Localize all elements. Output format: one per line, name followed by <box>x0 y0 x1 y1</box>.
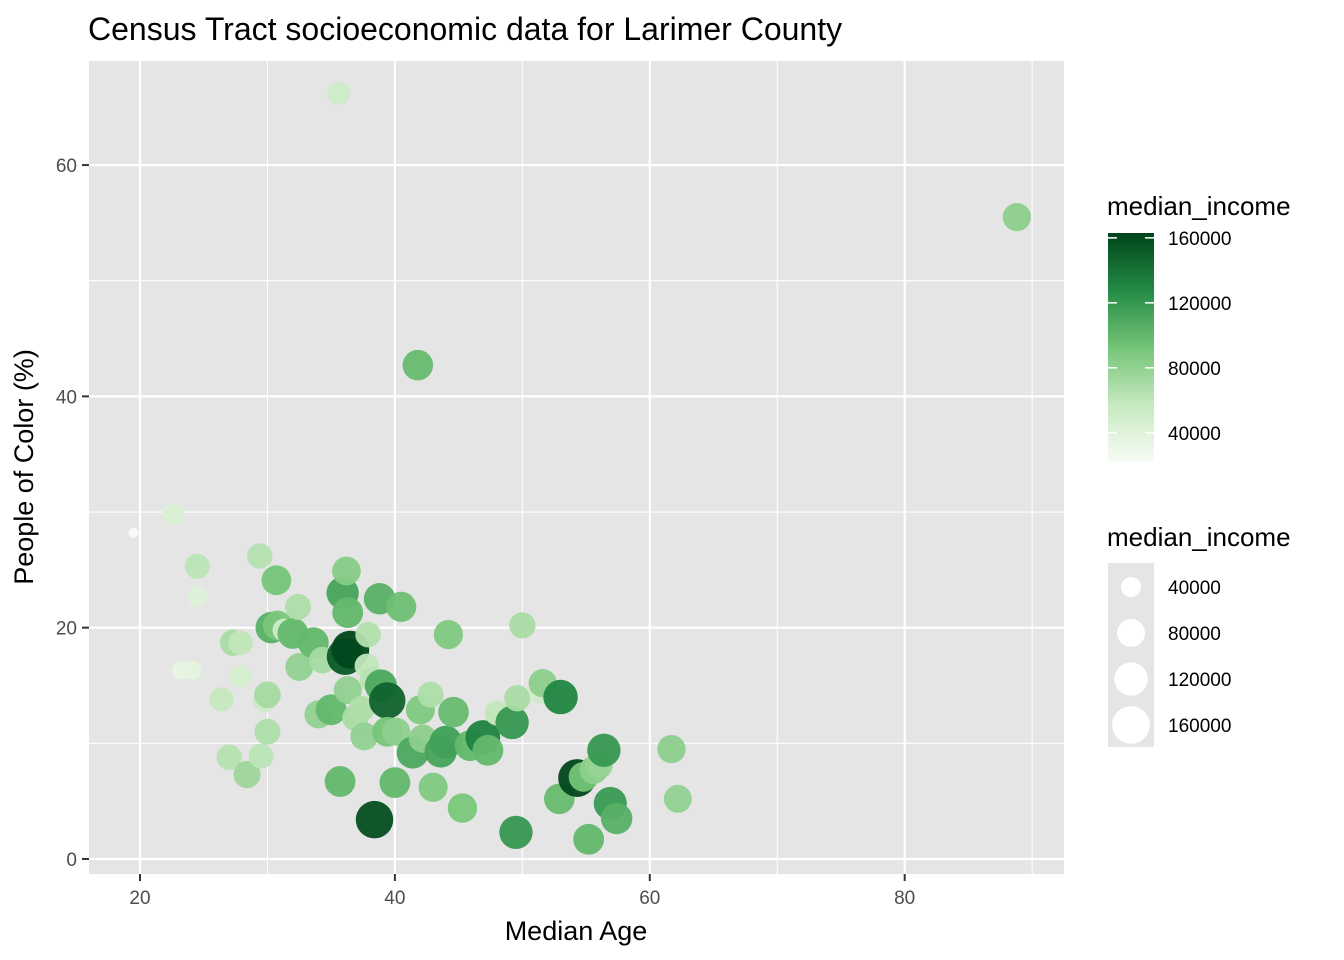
y-axis-title: People of Color (%) <box>9 349 39 585</box>
y-tick-label: 40 <box>56 387 77 408</box>
data-point <box>128 527 139 538</box>
x-axis-ticks: 20 40 60 80 <box>129 874 915 909</box>
color-legend: median_income 40000 80000 120000 160000 <box>1107 191 1291 462</box>
data-point <box>247 543 273 569</box>
data-point <box>162 503 184 525</box>
data-point <box>248 743 274 769</box>
minor-gridlines <box>89 61 1064 874</box>
data-point <box>657 734 686 764</box>
data-point <box>543 679 578 715</box>
data-point <box>418 772 448 802</box>
data-point <box>382 717 411 746</box>
y-tick-label: 20 <box>56 619 77 640</box>
data-point <box>509 612 536 639</box>
y-axis-ticks: 0 20 40 60 <box>56 156 89 871</box>
data-point <box>386 591 417 622</box>
data-point <box>332 556 361 586</box>
data-point <box>663 784 692 813</box>
x-axis-title: Median Age <box>505 916 648 946</box>
data-point <box>433 620 463 650</box>
y-tick-label: 60 <box>56 156 77 177</box>
data-point <box>438 696 469 728</box>
data-point <box>447 793 478 823</box>
color-legend-label: 80000 <box>1168 359 1221 380</box>
color-legend-title: median_income <box>1107 191 1291 221</box>
data-point <box>573 823 605 855</box>
data-point <box>261 565 292 596</box>
data-point <box>600 802 633 835</box>
data-point <box>332 597 364 629</box>
data-point <box>233 760 261 789</box>
major-gridlines <box>89 61 1064 874</box>
color-legend-label: 120000 <box>1168 294 1231 315</box>
size-legend-label: 80000 <box>1168 624 1221 645</box>
data-point <box>429 725 463 759</box>
data-point <box>182 660 202 681</box>
data-point <box>229 665 252 688</box>
data-point <box>1002 202 1031 232</box>
data-point <box>285 653 314 681</box>
size-legend: median_income 40000 80000 120000 160000 <box>1107 522 1291 747</box>
data-point <box>315 694 347 726</box>
size-legend-circle <box>1117 619 1145 647</box>
data-point <box>216 744 242 770</box>
size-legend-label: 40000 <box>1168 578 1221 599</box>
data-point <box>472 734 504 766</box>
data-points <box>128 81 1031 855</box>
data-point <box>369 682 406 719</box>
data-point <box>348 695 375 722</box>
plot-panel <box>89 61 1064 874</box>
x-tick-label: 20 <box>129 888 150 909</box>
data-point <box>324 766 356 797</box>
data-point <box>495 705 529 740</box>
x-tick-label: 80 <box>894 888 915 909</box>
size-legend-items: 40000 80000 120000 160000 <box>1112 576 1231 744</box>
size-legend-label: 160000 <box>1168 716 1231 737</box>
data-point <box>184 553 210 579</box>
data-point <box>350 722 379 751</box>
data-point <box>402 349 434 381</box>
x-tick-label: 60 <box>639 888 660 909</box>
data-point <box>327 81 351 105</box>
data-point <box>587 733 621 767</box>
color-legend-label: 40000 <box>1168 424 1221 445</box>
data-point <box>355 800 394 839</box>
size-legend-circle <box>1112 706 1150 744</box>
data-point <box>254 681 281 709</box>
data-point <box>333 676 362 705</box>
data-point <box>355 621 381 648</box>
data-point <box>504 685 531 712</box>
size-legend-label: 120000 <box>1168 670 1231 691</box>
color-legend-label: 160000 <box>1168 229 1231 250</box>
chart-title: Census Tract socioeconomic data for Lari… <box>88 11 842 47</box>
size-legend-circle <box>1114 662 1148 696</box>
color-legend-ticks: 40000 80000 120000 160000 <box>1108 229 1231 445</box>
data-point <box>228 630 253 655</box>
size-legend-circle <box>1120 576 1142 598</box>
data-point <box>499 815 533 850</box>
data-point <box>209 687 234 712</box>
size-legend-title: median_income <box>1107 522 1291 552</box>
data-point <box>187 586 208 607</box>
x-tick-label: 40 <box>384 888 405 909</box>
color-bar <box>1108 233 1154 462</box>
y-tick-label: 0 <box>66 850 77 871</box>
data-point <box>417 681 444 708</box>
data-point <box>285 593 312 620</box>
data-point <box>254 718 281 745</box>
data-point <box>379 767 411 799</box>
